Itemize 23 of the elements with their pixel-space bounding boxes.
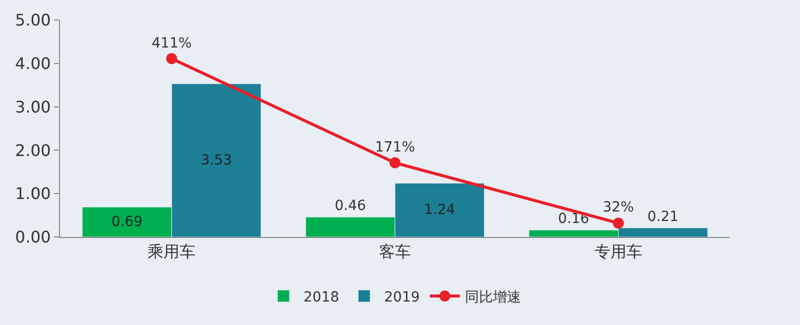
data-label: 411% [152, 35, 192, 52]
legend-label: 2018 [304, 289, 340, 306]
data-label: 3.53 [200, 152, 232, 168]
x-tick-label: 乘用车 [148, 242, 196, 262]
y-tick-label: 3.00 [15, 97, 51, 116]
data-label: 0.21 [647, 208, 679, 225]
y-tick-label: 0.00 [15, 228, 51, 247]
data-label: 0.69 [111, 214, 143, 230]
y-tick-label: 4.00 [15, 54, 51, 73]
point [390, 157, 400, 168]
y-tick-label: 2.00 [15, 140, 51, 160]
legend-label: 同比增速 [464, 289, 521, 306]
point [612, 218, 624, 229]
data-label: 0.46 [334, 198, 366, 214]
data-label: 1.24 [424, 202, 456, 218]
point [166, 53, 178, 64]
y-tick-label: 1.00 [15, 184, 51, 204]
data-label: 32% [602, 200, 634, 216]
legend-label: 2019 [384, 289, 420, 306]
data-label: 171% [374, 139, 416, 156]
x-tick-label: 客车 [379, 242, 411, 262]
x-tick-label: 专用车 [594, 242, 642, 262]
y-tick-label: 5.00 [15, 10, 51, 30]
